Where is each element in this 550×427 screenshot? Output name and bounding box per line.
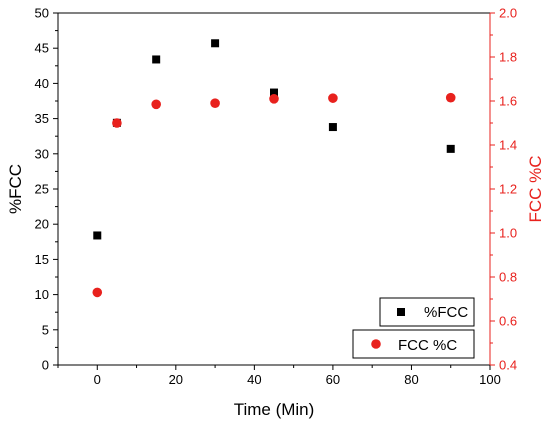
data-point-circle-s2: [269, 94, 279, 104]
x-tick-label: 100: [479, 372, 501, 387]
right-y-tick-label: 1.4: [499, 138, 517, 153]
x-tick-label: 20: [169, 372, 183, 387]
data-point-square-s1: [93, 231, 102, 240]
left-y-tick-label: 50: [35, 6, 49, 21]
left-y-tick-label: 15: [35, 252, 49, 267]
right-y-tick-label: 0.6: [499, 314, 517, 329]
left-y-tick-label: 40: [35, 76, 49, 91]
right-y-tick-label: 0.4: [499, 358, 517, 373]
x-tick-label: 80: [404, 372, 418, 387]
data-point-square-s1: [446, 144, 455, 153]
legend-box-series-1: [379, 297, 475, 327]
right-y-tick-label: 1.6: [499, 94, 517, 109]
data-point-square-s1: [270, 88, 278, 97]
left-y-tick-label: 35: [35, 111, 49, 126]
legend-label-series-2: FCC %C: [398, 337, 457, 354]
legend-marker-square-icon: [397, 308, 405, 316]
left-y-tick-label: 10: [35, 287, 49, 302]
left-y-tick-label: 45: [35, 41, 49, 56]
x-tick-label: 0: [94, 372, 101, 387]
data-point-circle-s2: [445, 92, 456, 103]
right-y-tick-label: 1.0: [499, 226, 517, 241]
left-y-axis-label: %FCC: [6, 164, 25, 214]
legend-marker-circle-icon: [371, 339, 381, 349]
axes: 0 20 40 60 80 100 0 5 10 15 20 25 30 35 40 45 50 0.4 0.6 0.…: [35, 6, 518, 388]
left-y-tick-label: 25: [35, 182, 49, 197]
right-y-axis-label: FCC %C: [526, 155, 545, 222]
right-y-tick-label: 1.2: [499, 182, 517, 197]
data-point-square-s1: [328, 123, 337, 132]
data-point-circle-s2: [210, 98, 220, 108]
x-tick-label: 40: [247, 372, 261, 387]
data-point-square-s1: [211, 39, 220, 48]
data-point-square-s1: [152, 55, 161, 64]
data-point-circle-s2: [328, 93, 338, 103]
left-y-tick-label: 5: [42, 322, 49, 337]
data-point-circle-s2: [112, 118, 122, 128]
left-y-tick-label: 30: [35, 146, 49, 161]
right-y-tick-label: 1.8: [499, 50, 517, 65]
legend-label-series-1: %FCC: [424, 304, 468, 321]
x-tick-label: 60: [326, 372, 340, 387]
left-y-tick-label: 0: [42, 358, 49, 373]
data-point-circle-s2: [92, 287, 103, 298]
data-point-circle-s2: [151, 99, 161, 110]
right-y-tick-label: 0.8: [499, 270, 517, 285]
data-points: [92, 39, 456, 298]
x-axis-label: Time (Min): [234, 400, 315, 419]
right-y-tick-label: 2.0: [499, 6, 517, 21]
legend: %FCC FCC %C: [352, 297, 475, 359]
left-y-tick-label: 20: [35, 217, 49, 232]
